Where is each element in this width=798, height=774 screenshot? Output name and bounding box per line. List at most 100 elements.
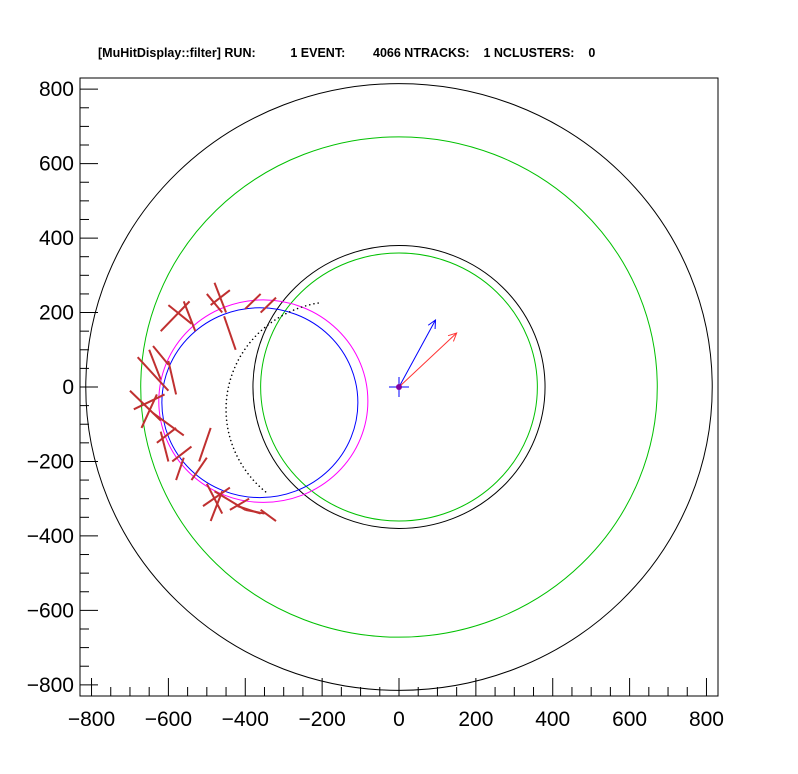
x-tick-label: 200 bbox=[458, 708, 493, 731]
arc-dot bbox=[231, 443, 233, 446]
arc-dot bbox=[244, 469, 247, 472]
hit-segment bbox=[213, 282, 227, 313]
arc-dot bbox=[255, 482, 258, 485]
hit-segment bbox=[133, 393, 165, 411]
y-tick-label: −200 bbox=[27, 450, 74, 473]
arc-dot bbox=[257, 332, 260, 335]
x-axis-ticks: −800 −600 −400 −200 0 200 400 600 800 bbox=[68, 678, 724, 731]
arc-dot bbox=[300, 306, 303, 308]
arc-dot bbox=[230, 374, 233, 377]
circle-1 bbox=[140, 136, 658, 638]
hit-segment bbox=[159, 431, 170, 462]
arc-dot bbox=[227, 431, 230, 434]
arc-dot bbox=[225, 398, 228, 401]
x-tick-label: 0 bbox=[393, 708, 405, 731]
hit-segment bbox=[148, 349, 162, 380]
arc-dot bbox=[317, 302, 319, 304]
arc-dot bbox=[234, 451, 237, 454]
arc-dot bbox=[292, 309, 295, 311]
arc-dot bbox=[241, 351, 244, 354]
arc-dot bbox=[277, 316, 280, 319]
x-tick-label: 400 bbox=[535, 708, 570, 731]
arc-dot bbox=[244, 348, 246, 351]
arc-dot bbox=[263, 326, 266, 329]
x-tick-label: 600 bbox=[612, 708, 647, 731]
hit-segment bbox=[182, 301, 197, 332]
arc-dot bbox=[267, 324, 269, 326]
arc-dot bbox=[274, 319, 276, 321]
arc-dot bbox=[236, 455, 238, 457]
arc-dot bbox=[230, 439, 232, 442]
arc-dot bbox=[229, 378, 232, 381]
vector-arrowhead-1 bbox=[447, 332, 458, 342]
hit-segment bbox=[198, 427, 212, 462]
arc-dot bbox=[258, 485, 261, 488]
arc-dot bbox=[228, 382, 231, 385]
hit-segment bbox=[223, 315, 237, 351]
hit-segment bbox=[167, 304, 193, 325]
dotted-track-arc bbox=[225, 302, 319, 493]
y-tick-label: 200 bbox=[39, 302, 74, 325]
circle-4 bbox=[158, 299, 369, 503]
arc-dot bbox=[225, 411, 227, 413]
arc-dot bbox=[281, 314, 283, 317]
arc-dot bbox=[288, 311, 291, 313]
hit-segment bbox=[229, 497, 250, 511]
arc-dot bbox=[261, 488, 264, 490]
arc-dot bbox=[226, 394, 228, 397]
arc-dot bbox=[313, 303, 315, 305]
y-tick-label: 0 bbox=[62, 376, 74, 399]
arc-dot bbox=[227, 427, 229, 430]
arc-dot bbox=[225, 407, 227, 409]
arc-dot bbox=[242, 466, 244, 468]
arc-dot bbox=[240, 462, 242, 465]
arc-dot bbox=[254, 335, 257, 338]
x-tick-label: −200 bbox=[298, 708, 345, 731]
arc-dot bbox=[308, 303, 311, 306]
arc-dot bbox=[232, 447, 235, 450]
arc-dot bbox=[239, 355, 242, 358]
x-tick-label: 800 bbox=[689, 708, 724, 731]
x-tick-label: −600 bbox=[145, 708, 192, 731]
circle-5 bbox=[161, 307, 359, 499]
y-tick-label: 400 bbox=[39, 227, 74, 250]
x-tick-label: −400 bbox=[222, 708, 269, 731]
hit-segment bbox=[171, 445, 193, 463]
arc-dot bbox=[225, 402, 228, 405]
arc-dot bbox=[249, 476, 252, 478]
y-tick-label: −400 bbox=[27, 525, 74, 548]
origin-dot bbox=[396, 384, 402, 390]
chart-title: [MuHitDisplay::filter] RUN: 1 EVENT: 406… bbox=[98, 46, 596, 60]
y-tick-label: −600 bbox=[27, 599, 74, 622]
vector-line-0 bbox=[398, 319, 436, 388]
hit-segment bbox=[259, 296, 277, 314]
arc-dot bbox=[235, 362, 238, 365]
arc-dot bbox=[304, 305, 307, 307]
vector-line-1 bbox=[398, 332, 457, 388]
arc-dot bbox=[249, 341, 251, 344]
hit-segment bbox=[156, 427, 177, 444]
circle-3 bbox=[260, 252, 538, 522]
hit-segment bbox=[209, 490, 224, 522]
hit-segment bbox=[140, 394, 158, 429]
hit-segment bbox=[175, 457, 185, 481]
arc-dot bbox=[260, 329, 263, 332]
arc-dot bbox=[251, 338, 254, 341]
hit-segment bbox=[244, 293, 262, 310]
hit-segment bbox=[152, 412, 185, 437]
arc-dot bbox=[270, 321, 273, 324]
arc-dot bbox=[228, 435, 231, 438]
arc-dot bbox=[225, 419, 228, 422]
arc-dot bbox=[226, 423, 228, 426]
arc-dot bbox=[232, 370, 234, 373]
momentum-vectors bbox=[398, 318, 458, 388]
arc-dot bbox=[227, 386, 230, 389]
arc-dot bbox=[226, 390, 229, 393]
hit-segment bbox=[152, 345, 170, 366]
y-axis-ticks: −800 −600 −400 −200 0 200 400 600 800 bbox=[27, 78, 98, 697]
arc-dot bbox=[264, 490, 267, 493]
arc-dot bbox=[246, 345, 249, 347]
x-tick-label: −800 bbox=[68, 708, 115, 731]
hit-segment bbox=[190, 457, 208, 481]
